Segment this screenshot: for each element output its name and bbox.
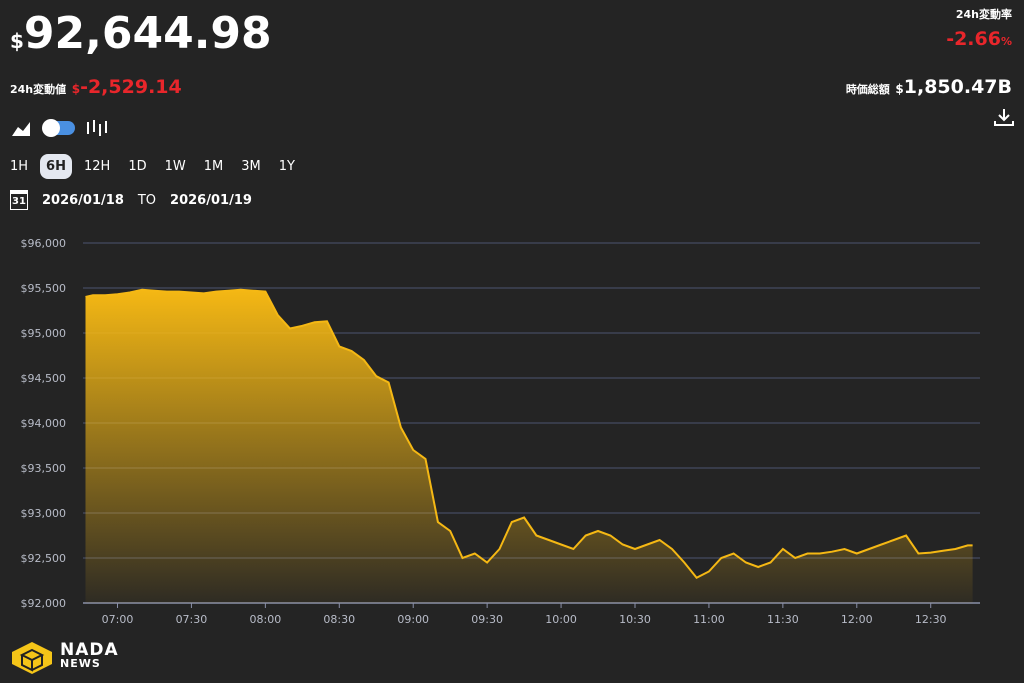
price: $92,644.98	[10, 8, 272, 59]
x-tick-label: 10:00	[545, 613, 577, 626]
x-tick-label: 12:00	[841, 613, 873, 626]
x-tick-label: 11:00	[693, 613, 725, 626]
market-cap-currency: $	[895, 82, 904, 96]
market-cap-label: 時価総額	[845, 83, 890, 96]
currency: $	[10, 29, 24, 53]
range-button[interactable]: 12H	[83, 159, 111, 174]
range-button[interactable]: 1Y	[278, 159, 295, 174]
range-button[interactable]: 1W	[164, 159, 186, 174]
change-pct-value: -2.66	[946, 28, 1001, 50]
logo: NADA NEWS	[10, 640, 119, 674]
range-button[interactable]: 1D	[128, 159, 147, 174]
x-tick-label: 12:30	[915, 613, 947, 626]
range-button[interactable]: 1M	[203, 159, 224, 174]
y-tick-label: $94,500	[21, 372, 67, 385]
y-tick-label: $93,000	[21, 507, 67, 520]
y-tick-label: $95,000	[21, 327, 67, 340]
logo-name: NADA	[60, 640, 119, 660]
y-tick-label: $93,500	[21, 462, 67, 475]
price-value: 92,644.98	[23, 8, 272, 59]
x-tick-label: 09:00	[397, 613, 429, 626]
y-tick-label: $96,000	[21, 237, 67, 250]
logo-icon	[12, 642, 52, 674]
change: 24h変動値 $-2,529.14	[10, 76, 182, 98]
price-line	[85, 288, 973, 580]
change-currency: $	[71, 82, 81, 96]
change-label: 24h変動値	[10, 83, 67, 96]
calendar-icon[interactable]: 31	[10, 190, 28, 210]
x-tick-label: 08:00	[250, 613, 282, 626]
x-tick-label: 07:30	[176, 613, 208, 626]
x-tick-label: 09:30	[471, 613, 503, 626]
date-separator: TO	[137, 192, 157, 208]
chart-toggle[interactable]	[10, 116, 110, 140]
change-pct-label: 24h変動率	[955, 8, 1012, 21]
logo-sub: NEWS	[60, 657, 101, 670]
range-button[interactable]: 1H	[10, 159, 29, 174]
y-tick-label: $95,500	[21, 282, 67, 295]
x-tick-label: 07:00	[102, 613, 134, 626]
y-tick-label: $94,000	[21, 417, 67, 430]
x-tick-label: 10:30	[619, 613, 651, 626]
change-pct-unit: %	[1000, 35, 1012, 48]
range-button[interactable]: 6H	[40, 154, 72, 179]
market-cap-value: 1,850.47B	[903, 76, 1012, 98]
change-pct: -2.66%	[946, 28, 1012, 50]
x-tick-label: 08:30	[323, 613, 355, 626]
date-to[interactable]: 2026/01/19	[170, 192, 252, 208]
change-value: -2,529.14	[80, 76, 182, 98]
y-tick-label: $92,500	[21, 552, 67, 565]
date-from[interactable]: 2026/01/18	[42, 192, 124, 208]
x-tick-label: 11:30	[767, 613, 799, 626]
range-button[interactable]: 3M	[241, 159, 261, 174]
y-tick-label: $92,000	[21, 597, 67, 610]
range-buttons: 1H 6H 12H 1D 1W 1M 3M 1Y	[4, 154, 307, 179]
area	[85, 289, 973, 603]
market-cap: 時価総額 $1,850.47B	[846, 76, 1012, 98]
download-icon[interactable]	[992, 106, 1016, 128]
date-range: 31 2026/01/18 TO 2026/01/19	[10, 190, 252, 210]
